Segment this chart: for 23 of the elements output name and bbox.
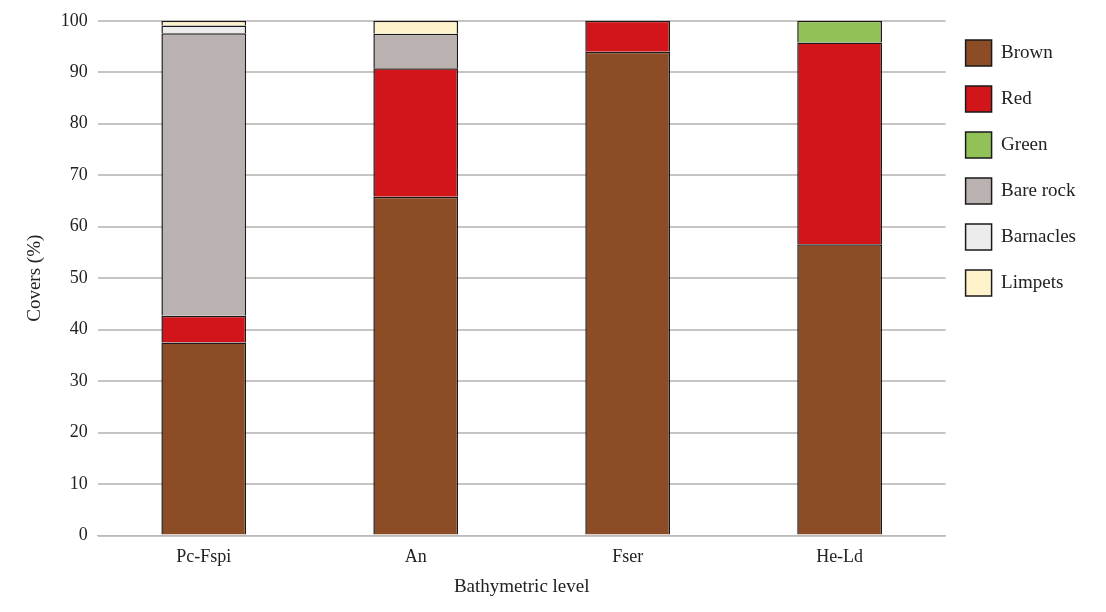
legend-label: Green [1001,132,1049,154]
x-tick-label: Fser [612,546,644,567]
y-tick-label: 10 [69,472,88,493]
y-tick-label: 70 [69,163,88,184]
y-tick-label: 80 [69,112,88,133]
y-tick-label: 20 [69,421,88,442]
y-tick-label: 60 [69,215,88,236]
y-tick-label: 100 [60,9,88,30]
y-tick-label: 40 [69,318,88,339]
y-tick-label: 50 [69,266,88,287]
legend-label: Limpets [1001,270,1064,292]
y-tick-label: 0 [78,524,88,545]
y-tick-label: 90 [69,61,88,82]
x-axis-title: Bathymetric level [453,574,590,596]
x-tick-label: Pc-Fspi [176,546,232,567]
legend-label: Barnacles [1001,224,1076,246]
legend-label: Red [1001,86,1033,108]
legend-label: Bare rock [1001,178,1076,200]
x-tick-label: An [404,546,427,567]
y-tick-label: 30 [69,369,88,390]
y-axis-title: Covers (%) [23,234,46,322]
x-tick-label: He-Ld [816,546,864,567]
legend-label: Brown [1001,40,1054,62]
